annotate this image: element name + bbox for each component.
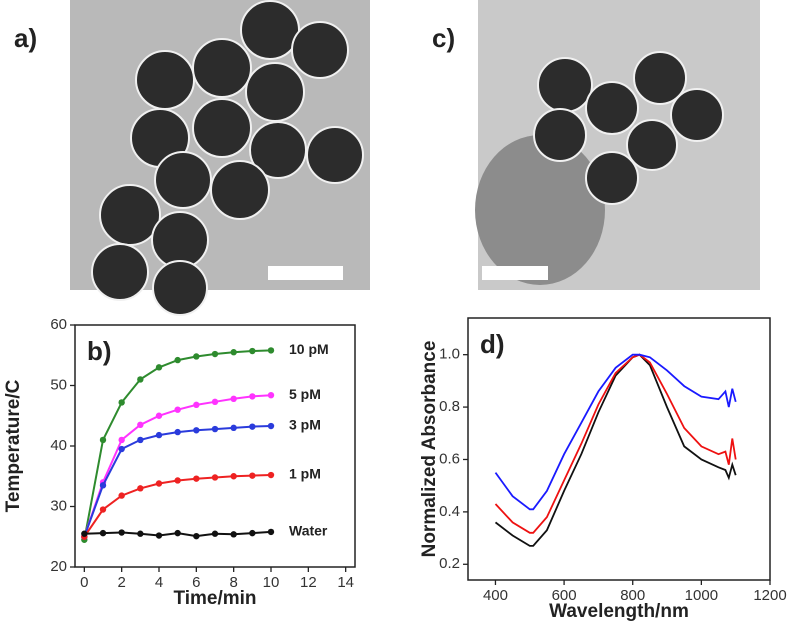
panel-label: a) (14, 23, 37, 53)
data-point (193, 353, 200, 360)
x-tick-label: 6 (192, 574, 200, 591)
data-point (118, 445, 125, 453)
data-point (249, 472, 256, 479)
panel-label: d) (480, 329, 505, 359)
data-point (267, 347, 275, 354)
data-point (137, 530, 144, 537)
data-point (193, 532, 200, 540)
data-point (230, 531, 237, 538)
y-tick-label: 0.8 (439, 398, 460, 415)
data-point (118, 436, 125, 444)
y-axis-label: Temperature/C (3, 379, 24, 512)
data-line (494, 353, 737, 534)
x-tick-label: 14 (337, 574, 354, 591)
data-point (137, 376, 144, 383)
x-tick-label: 2 (117, 574, 125, 591)
data-point (267, 528, 275, 536)
y-tick-label: 0.6 (439, 450, 460, 467)
panel-label: c) (432, 23, 455, 53)
data-point (155, 412, 163, 419)
data-point (230, 349, 237, 356)
data-point (230, 424, 237, 432)
data-point (249, 529, 256, 537)
data-line (83, 474, 272, 538)
x-tick-label: 10 (263, 574, 280, 591)
x-axis-label: Time/min (173, 588, 256, 609)
data-point (267, 391, 275, 399)
data-point (249, 347, 256, 355)
data-point (174, 356, 181, 364)
y-tick-label: 0.2 (439, 555, 460, 572)
y-tick-label: 40 (50, 437, 67, 454)
data-point (99, 529, 107, 537)
x-tick-label: 1200 (753, 587, 786, 604)
data-point (137, 485, 144, 492)
data-point (230, 395, 237, 403)
y-tick-label: 60 (50, 316, 67, 333)
x-tick-label: 8 (229, 574, 237, 591)
data-point (193, 475, 200, 482)
data-point (230, 473, 237, 480)
data-point (174, 477, 181, 484)
data-point (249, 423, 256, 430)
series-label: 3 pM (289, 417, 321, 433)
data-point (155, 480, 163, 487)
data-point (193, 401, 200, 409)
data-point (99, 436, 107, 444)
data-point (174, 406, 181, 413)
y-tick-label: 50 (50, 376, 67, 393)
data-point (249, 393, 256, 400)
y-tick-label: 0.4 (439, 503, 460, 520)
series-label: 1 pM (289, 466, 321, 482)
y-tick-label: 1.0 (439, 346, 460, 363)
plot-frame (467, 317, 771, 581)
data-point (267, 471, 275, 479)
data-point (193, 427, 200, 434)
data-point (211, 474, 219, 481)
x-tick-label: 400 (483, 587, 508, 604)
data-point (155, 431, 163, 439)
data-point (118, 399, 125, 406)
tem-image-a (70, 0, 370, 316)
data-point (155, 364, 163, 371)
data-line (494, 353, 737, 547)
data-point (118, 492, 125, 499)
panel-label: b) (87, 336, 112, 366)
x-axis-label: Wavelength/nm (549, 601, 689, 622)
x-tick-label: 4 (155, 574, 163, 591)
y-axis-label: Normalized Absorbance (419, 341, 440, 558)
data-point (174, 428, 181, 436)
data-point (174, 529, 181, 537)
data-point (267, 422, 275, 430)
x-tick-label: 1000 (685, 587, 718, 604)
data-point (211, 398, 219, 406)
tem-image-c (475, 0, 760, 290)
data-line (83, 349, 272, 540)
x-tick-label: 12 (300, 574, 317, 591)
series-label: Water (289, 523, 328, 539)
x-tick-label: 600 (552, 587, 577, 604)
data-point (211, 530, 219, 537)
data-point (81, 530, 88, 537)
data-point (99, 482, 107, 489)
data-point (137, 421, 144, 429)
x-tick-label: 800 (620, 587, 645, 604)
data-point (211, 350, 219, 358)
data-line (494, 353, 737, 511)
y-tick-label: 20 (50, 558, 67, 575)
data-point (118, 529, 125, 536)
series-label: 5 pM (289, 386, 321, 402)
x-tick-label: 0 (80, 574, 88, 591)
data-point (137, 436, 144, 444)
data-point (211, 425, 219, 433)
data-point (99, 506, 107, 513)
y-tick-label: 30 (50, 497, 67, 514)
data-point (155, 532, 163, 539)
series-label: 10 pM (289, 341, 329, 357)
